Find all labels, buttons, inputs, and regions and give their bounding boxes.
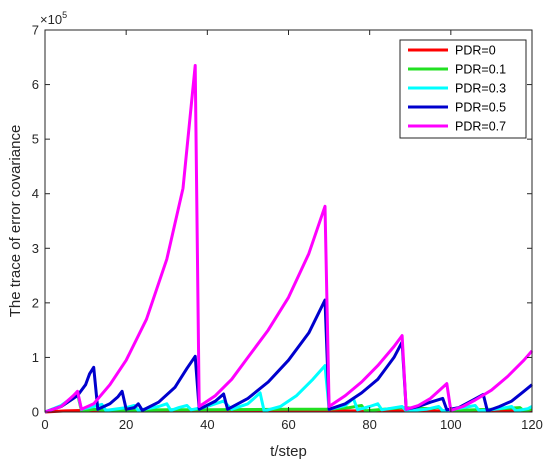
series-layer	[44, 64, 534, 414]
x-tick-label: 20	[119, 417, 133, 432]
y-tick-label: 4	[32, 186, 39, 201]
legend-label: PDR=0.3	[455, 82, 506, 96]
y-tick-label: 5	[32, 132, 39, 147]
x-tick-label: 100	[440, 417, 462, 432]
x-tick-label: 80	[362, 417, 376, 432]
y-tick-label: 0	[32, 405, 39, 420]
y-tick-label: 6	[32, 77, 39, 92]
x-tick-label: 60	[281, 417, 295, 432]
y-axis: 0 1 2 3 4 5 6 7	[32, 23, 532, 420]
y-multiplier: ×105	[40, 10, 67, 27]
x-tick-label: 120	[521, 417, 543, 432]
legend-label: PDR=0	[455, 44, 496, 58]
y-tick-label: 2	[32, 295, 39, 310]
legend-label: PDR=0.5	[455, 101, 506, 115]
y-axis-label: The trace of error covariance	[7, 125, 24, 318]
x-axis: 0 20 40 60 80 100 120	[41, 30, 543, 432]
y-tick-label: 3	[32, 241, 39, 256]
legend-label: PDR=0.7	[455, 120, 506, 134]
legend-label: PDR=0.1	[455, 63, 506, 77]
x-tick-label: 40	[200, 417, 214, 432]
series-line-pdr-0-7	[44, 64, 534, 414]
y-tick-label: 1	[32, 350, 39, 365]
legend: PDR=0 PDR=0.1 PDR=0.3 PDR=0.5 PDR=0.7	[399, 39, 527, 139]
x-axis-label: t/step	[270, 443, 307, 460]
x-tick-label: 0	[41, 417, 48, 432]
y-multiplier-exponent: 5	[62, 10, 67, 20]
y-tick-label: 7	[32, 23, 39, 38]
